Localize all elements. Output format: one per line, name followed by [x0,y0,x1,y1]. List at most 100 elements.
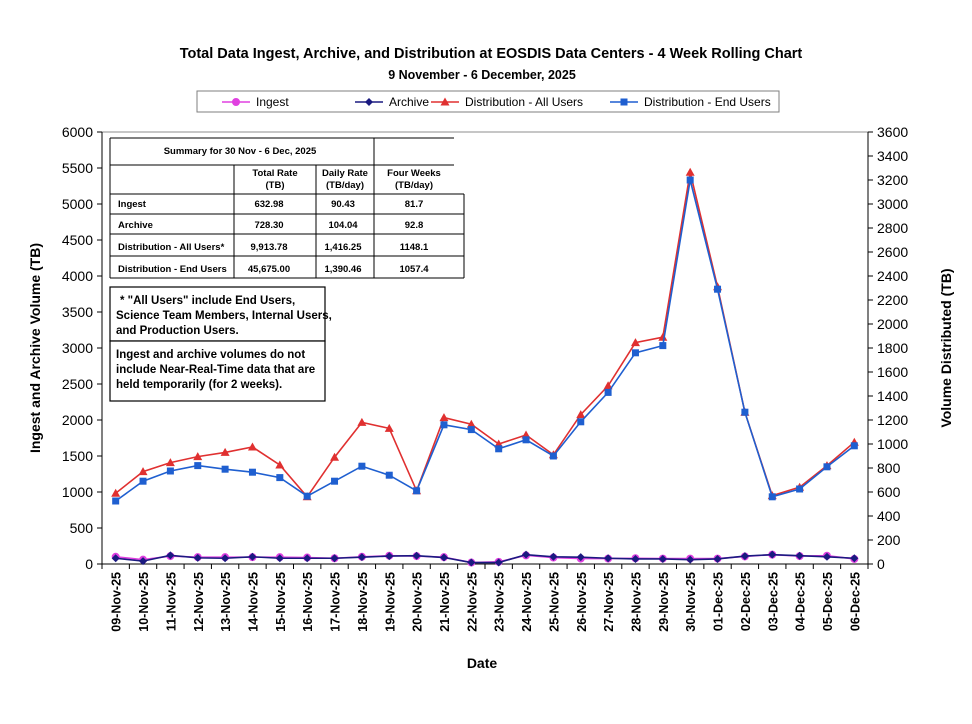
y-right-tick-label: 600 [877,484,901,500]
data-point [440,421,448,429]
summary-row-label: Ingest [118,199,147,210]
summary-cell: 1,416.25 [325,242,363,253]
summary-header-cell: (TB/day) [326,180,364,191]
summary-header-cell: (TB/day) [395,180,433,191]
x-tick-label: 24-Nov-25 [520,572,534,632]
x-tick-label: 01-Dec-25 [712,572,726,631]
data-point [413,487,421,495]
x-tick-label: 26-Nov-25 [575,572,589,632]
data-point [139,477,147,485]
summary-cell: 1,390.46 [325,264,362,275]
x-tick-label: 21-Nov-25 [438,572,452,632]
summary-cell: 1148.1 [400,242,429,253]
summary-row-label: Archive [118,220,153,231]
note-line: Ingest and archive volumes do not [116,349,305,361]
y-right-tick-label: 3200 [877,172,908,188]
y-right-tick-label: 3600 [877,124,908,140]
x-tick-label: 23-Nov-25 [493,572,507,632]
legend-item: Distribution - End Users [610,95,771,109]
data-point [659,342,667,350]
data-point [685,167,695,176]
y-right-tick-label: 2800 [877,220,908,236]
legend-swatch-marker [232,98,240,106]
data-point [138,467,148,476]
data-point [850,442,858,450]
note-box [109,286,326,342]
notes: * "All Users" include End Users, Science … [109,286,332,402]
summary-table-bg [110,138,464,278]
y-left-tick-label: 4000 [62,268,93,284]
y-right-tick-label: 2200 [877,292,908,308]
data-point [331,477,339,485]
data-point [522,436,530,444]
data-point [631,554,640,563]
y-right-tick-label: 3400 [877,148,908,164]
summary-cell: 81.7 [405,199,424,210]
data-point [248,552,257,561]
y-axis-left-label: Ingest and Archive Volume (TB) [27,243,43,453]
y-right-tick-label: 1200 [877,412,908,428]
legend: Ingest Archive Distribution - All Users Dis… [196,90,780,113]
summary-cell: 632.98 [254,199,283,210]
y-left-tick-label: 2500 [62,376,93,392]
series-line [115,553,855,564]
series-distribution-end-users [112,176,858,505]
x-tick-label: 04-Dec-25 [794,572,808,631]
y-left-tick-label: 6000 [62,124,93,140]
summary-header-cell: (TB) [266,180,285,191]
y-left-tick-label: 5000 [62,196,93,212]
data-point [221,465,229,473]
note-line: include Near-Real-Time data that are [116,364,315,376]
data-point [303,554,312,563]
summary-cell: 45,675.00 [248,264,290,275]
summary-row-label: Distribution - End Users [118,264,227,275]
data-point [630,338,640,347]
data-point [604,554,613,563]
data-point [165,458,175,467]
series-layer [111,167,859,567]
legend-item: Ingest [222,95,289,109]
data-point [658,554,667,563]
data-point [686,555,695,564]
summary-cell: 1057.4 [399,264,429,275]
data-point [357,553,366,562]
y-left-tick-label: 1000 [62,484,93,500]
summary-table: Summary for 30 Nov - 6 Dec, 2025 Total Ra… [109,137,465,279]
data-point [112,497,120,505]
data-point [275,460,285,469]
x-tick-label: 13-Nov-25 [219,572,233,632]
x-tick-label: 28-Nov-25 [629,572,643,632]
y-right-tick-label: 1600 [877,364,908,380]
y-right-tick-label: 1400 [877,388,908,404]
summary-header-cell: Daily Rate [322,168,368,179]
x-tick-label: 14-Nov-25 [246,572,260,632]
data-point [330,452,340,461]
note-box [109,340,326,402]
x-tick-label: 10-Nov-25 [137,572,151,632]
data-point [604,388,612,396]
data-point [495,445,503,453]
y-right-tick-label: 800 [877,460,901,476]
y-right-tick-label: 2000 [877,316,908,332]
x-tick-label: 09-Nov-25 [110,572,124,632]
legend-label: Archive [389,95,429,109]
data-point [577,418,585,426]
y-right-tick-label: 200 [877,532,901,548]
data-point [740,552,749,561]
y-axis-right-label: Volume Distributed (TB) [938,268,954,427]
data-point [248,468,256,476]
data-point [467,558,476,567]
x-tick-label: 20-Nov-25 [411,572,425,632]
x-tick-label: 18-Nov-25 [356,572,370,632]
data-point [768,493,776,501]
data-point [220,447,230,456]
legend-label: Distribution - End Users [644,95,771,109]
data-point [576,410,586,419]
data-point [166,467,174,475]
data-point [439,553,448,562]
data-point [823,463,831,471]
data-point [221,554,230,563]
legend-swatch-marker [365,98,373,106]
data-point [139,557,148,566]
data-point [822,552,831,561]
